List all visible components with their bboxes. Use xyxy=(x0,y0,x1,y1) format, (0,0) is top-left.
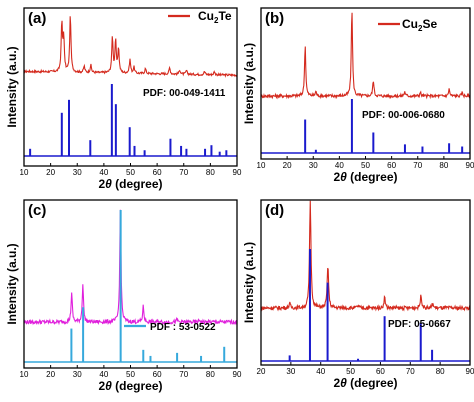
x-tick-label-30: 30 xyxy=(73,168,82,177)
measured-line-Cu2O xyxy=(260,200,471,312)
x-tick-label-50: 50 xyxy=(346,367,355,376)
x-tick-label-60: 60 xyxy=(376,367,385,376)
x-tick-label-40: 40 xyxy=(316,367,325,376)
y-axis-label: Intensity (a.u.) xyxy=(242,242,256,323)
x-tick-label-70: 70 xyxy=(179,370,188,379)
x-axis-label: 2θ (degree) xyxy=(333,170,397,184)
measured-line-Cu2Te xyxy=(23,16,238,78)
x-tick-label-20: 20 xyxy=(257,367,266,376)
x-tick-label-10: 10 xyxy=(257,161,266,170)
plot-frame xyxy=(23,199,238,369)
x-tick-label-20: 20 xyxy=(46,168,55,177)
panel-label: (a) xyxy=(28,10,46,27)
plot-frame xyxy=(260,199,471,366)
pdf-reference-label: PDF: 00-006-0680 xyxy=(362,110,445,121)
x-tick-label-80: 80 xyxy=(206,370,215,379)
x-tick-label-90: 90 xyxy=(233,370,242,379)
legend-label: Cu2Te xyxy=(198,9,232,25)
x-axis-label: 2θ (degree) xyxy=(98,379,162,393)
x-tick-label-90: 90 xyxy=(466,161,474,170)
x-tick-label-60: 60 xyxy=(153,168,162,177)
plot-frame xyxy=(260,7,471,160)
y-axis-label: Intensity (a.u.) xyxy=(5,243,19,324)
x-tick-label-30: 30 xyxy=(286,367,295,376)
panel-2: 10 20 30 40 50 60 70 80 90 2θ (degree) Intensity (… xyxy=(242,7,474,184)
x-tick-label-60: 60 xyxy=(153,370,162,379)
x-axis-label: 2θ (degree) xyxy=(98,177,162,191)
x-tick-label-30: 30 xyxy=(309,161,318,170)
x-tick-label-40: 40 xyxy=(335,161,344,170)
measured-line-Cu2Se xyxy=(260,12,471,100)
x-tick-label-30: 30 xyxy=(73,370,82,379)
x-tick-label-10: 10 xyxy=(20,168,29,177)
y-axis-label: Intensity (a.u.) xyxy=(5,46,19,127)
x-tick-label-50: 50 xyxy=(126,370,135,379)
x-tick-label-70: 70 xyxy=(406,367,415,376)
y-axis-label: Intensity (a.u.) xyxy=(242,43,256,124)
x-tick-label-40: 40 xyxy=(99,370,108,379)
panel-4: 20 30 40 50 60 70 80 90 2θ (degree) Intensity (a.… xyxy=(242,199,474,390)
x-tick-label-90: 90 xyxy=(466,367,474,376)
measured-line-Cu2S xyxy=(23,209,238,326)
pdf-reference-label: PDF: 05-0667 xyxy=(388,319,451,330)
x-tick-label-40: 40 xyxy=(99,168,108,177)
x-tick-label-70: 70 xyxy=(179,168,188,177)
panel-label: (b) xyxy=(265,10,284,27)
x-tick-label-50: 50 xyxy=(361,161,370,170)
panel-1: 10 20 30 40 50 60 70 80 90 2θ (degree) Intensity (… xyxy=(5,7,242,191)
x-axis-label: 2θ (degree) xyxy=(333,376,397,390)
x-tick-label-90: 90 xyxy=(233,168,242,177)
pdf-reference-label: PDF: 00-049-1411 xyxy=(143,88,226,99)
pdf-reference-label: PDF : 53-0522 xyxy=(150,322,216,333)
x-tick-label-20: 20 xyxy=(46,370,55,379)
x-tick-label-60: 60 xyxy=(387,161,396,170)
panel-label: (d) xyxy=(265,202,284,219)
x-tick-label-70: 70 xyxy=(413,161,422,170)
panel-label: (c) xyxy=(28,202,46,219)
x-tick-label-20: 20 xyxy=(283,161,292,170)
x-tick-label-80: 80 xyxy=(439,161,448,170)
x-tick-label-80: 80 xyxy=(436,367,445,376)
panel-3: 10 20 30 40 50 60 70 80 90 2θ (degree) Intensity (… xyxy=(5,199,242,402)
x-tick-label-80: 80 xyxy=(206,168,215,177)
legend-label: Cu2Se xyxy=(402,17,437,33)
x-tick-label-10: 10 xyxy=(20,370,29,379)
x-tick-label-50: 50 xyxy=(126,168,135,177)
